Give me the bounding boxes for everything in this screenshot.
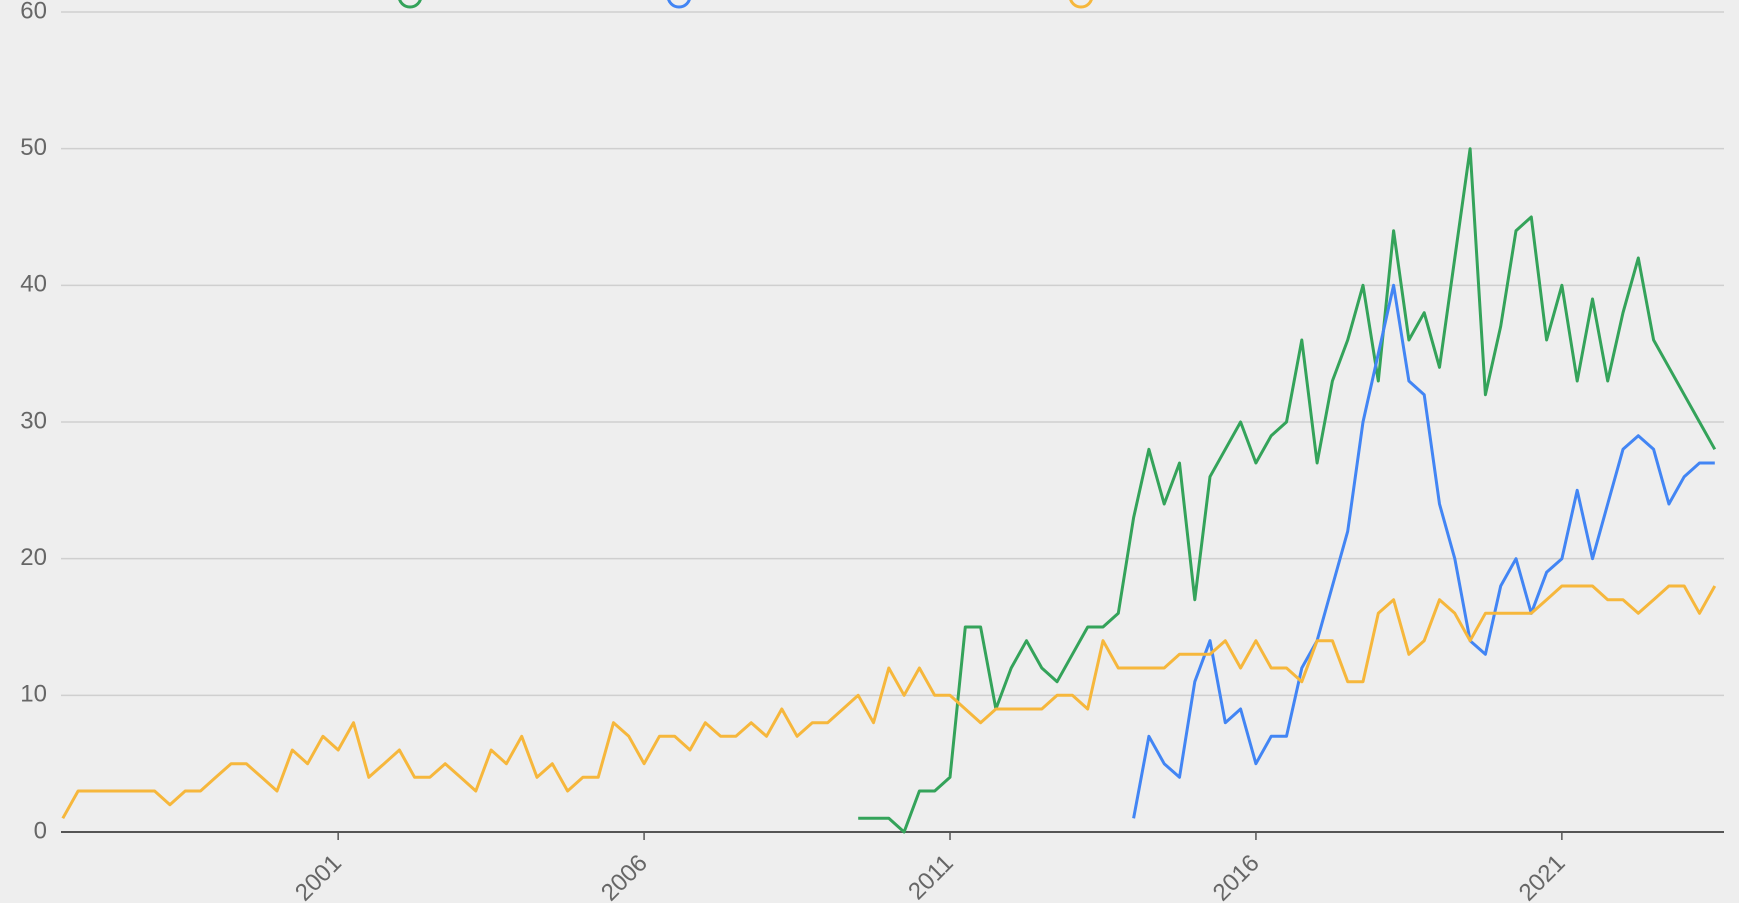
x-tick-label: 2021 xyxy=(1514,850,1571,903)
series-line xyxy=(61,584,1717,820)
x-tick-label: 2016 xyxy=(1208,850,1265,903)
x-tick-label: 2011 xyxy=(903,850,959,903)
x-tick-label: 2001 xyxy=(290,850,347,903)
y-tick-label: 60 xyxy=(20,0,47,24)
y-tick-label: 50 xyxy=(20,134,47,161)
legend-marker xyxy=(398,0,422,9)
y-tick-label: 40 xyxy=(20,271,47,298)
x-tick-label: 2006 xyxy=(596,850,653,903)
y-tick-label: 30 xyxy=(20,407,47,434)
legend-marker xyxy=(1069,0,1093,9)
series-line xyxy=(858,147,1717,834)
y-tick-label: 10 xyxy=(20,681,47,708)
legend-marker xyxy=(667,0,691,9)
y-tick-label: 0 xyxy=(34,817,47,844)
y-tick-label: 20 xyxy=(20,544,47,571)
series-line xyxy=(1132,283,1715,819)
